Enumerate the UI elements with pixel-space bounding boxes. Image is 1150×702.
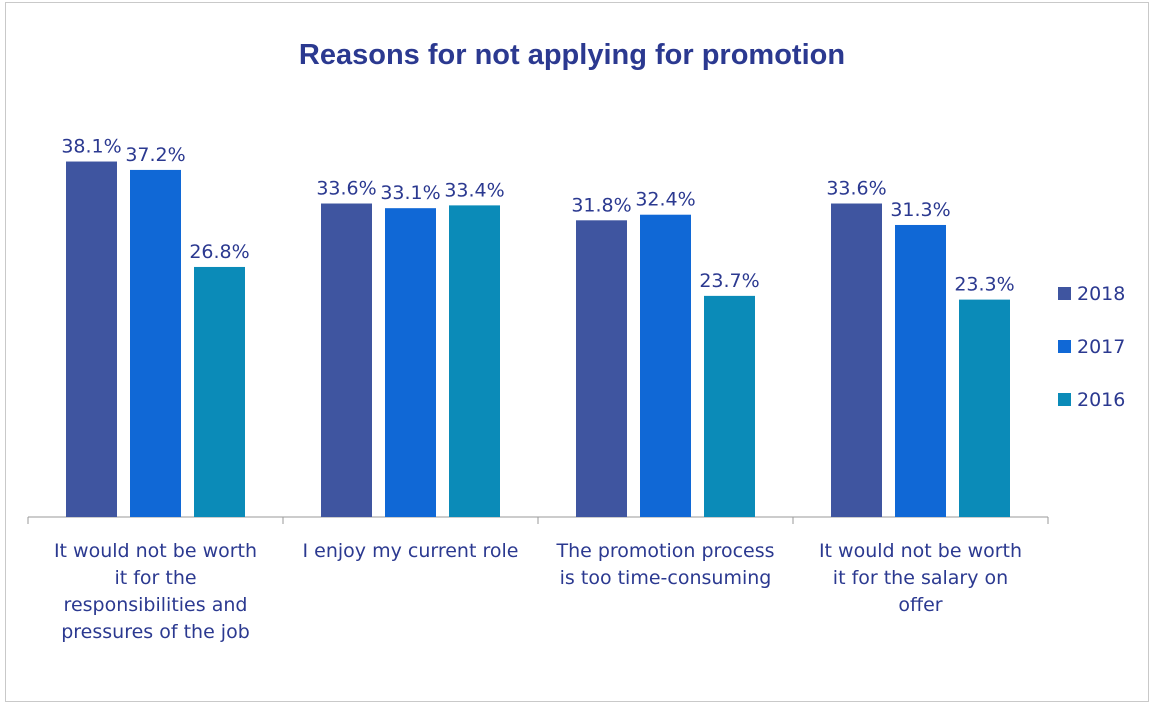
legend-swatch-2018 xyxy=(1058,287,1071,300)
category-label-2: I enjoy my current role xyxy=(303,540,519,562)
data-label-2016-4: 23.3% xyxy=(954,274,1014,296)
category-label-4: It would not be worth it for the salary o… xyxy=(819,540,1022,616)
category-label-3: The promotion process is too time-consumi… xyxy=(555,540,774,589)
category-label-1: It would not be worth it for the responsib… xyxy=(54,540,257,643)
category-label-line: pressures of the job xyxy=(61,621,250,643)
legend-label-2018: 2018 xyxy=(1077,283,1125,305)
category-label-line: It would not be worth xyxy=(54,540,257,562)
category-label-line: it for the xyxy=(114,567,196,589)
bar-2016-4 xyxy=(959,299,1010,517)
data-label-2018-3: 31.8% xyxy=(571,194,631,216)
category-label-line: responsibilities and xyxy=(64,594,248,616)
category-label-line: it for the salary on xyxy=(833,567,1008,589)
bar-2017-2 xyxy=(385,208,436,517)
legend-swatch-2016 xyxy=(1058,393,1071,406)
category-label-line: The promotion process xyxy=(555,540,774,562)
data-label-2017-3: 32.4% xyxy=(635,189,695,211)
category-label-line: It would not be worth xyxy=(819,540,1022,562)
bar-2016-2 xyxy=(449,205,500,518)
data-label-2018-4: 33.6% xyxy=(826,178,886,200)
data-label-2018-1: 38.1% xyxy=(61,136,121,158)
category-label-line: is too time-consuming xyxy=(560,567,772,589)
legend-swatch-2017 xyxy=(1058,340,1071,353)
bar-2018-1 xyxy=(66,161,117,518)
bar-2017-3 xyxy=(640,214,691,517)
data-label-2018-2: 33.6% xyxy=(316,178,376,200)
data-label-2017-2: 33.1% xyxy=(380,182,440,204)
bar-2016-1 xyxy=(194,266,245,517)
data-label-2017-4: 31.3% xyxy=(890,199,950,221)
bar-2018-4 xyxy=(831,203,882,517)
legend-label-2016: 2016 xyxy=(1077,389,1125,411)
category-label-line: I enjoy my current role xyxy=(303,540,519,562)
bar-2017-1 xyxy=(130,169,181,517)
category-label-line: offer xyxy=(898,594,942,616)
bar-2018-3 xyxy=(576,220,627,517)
legend-label-2017: 2017 xyxy=(1077,336,1125,358)
bar-2017-4 xyxy=(895,224,946,517)
data-label-2016-1: 26.8% xyxy=(189,241,249,263)
bar-2016-3 xyxy=(704,295,755,517)
data-label-2016-3: 23.7% xyxy=(699,270,759,292)
bar-chart: Reasons for not applying for promotion 3… xyxy=(27,39,1125,643)
data-label-2016-2: 33.4% xyxy=(444,179,504,201)
chart-title: Reasons for not applying for promotion xyxy=(299,39,845,71)
data-label-2017-1: 37.2% xyxy=(125,144,185,166)
bar-2018-2 xyxy=(321,203,372,517)
